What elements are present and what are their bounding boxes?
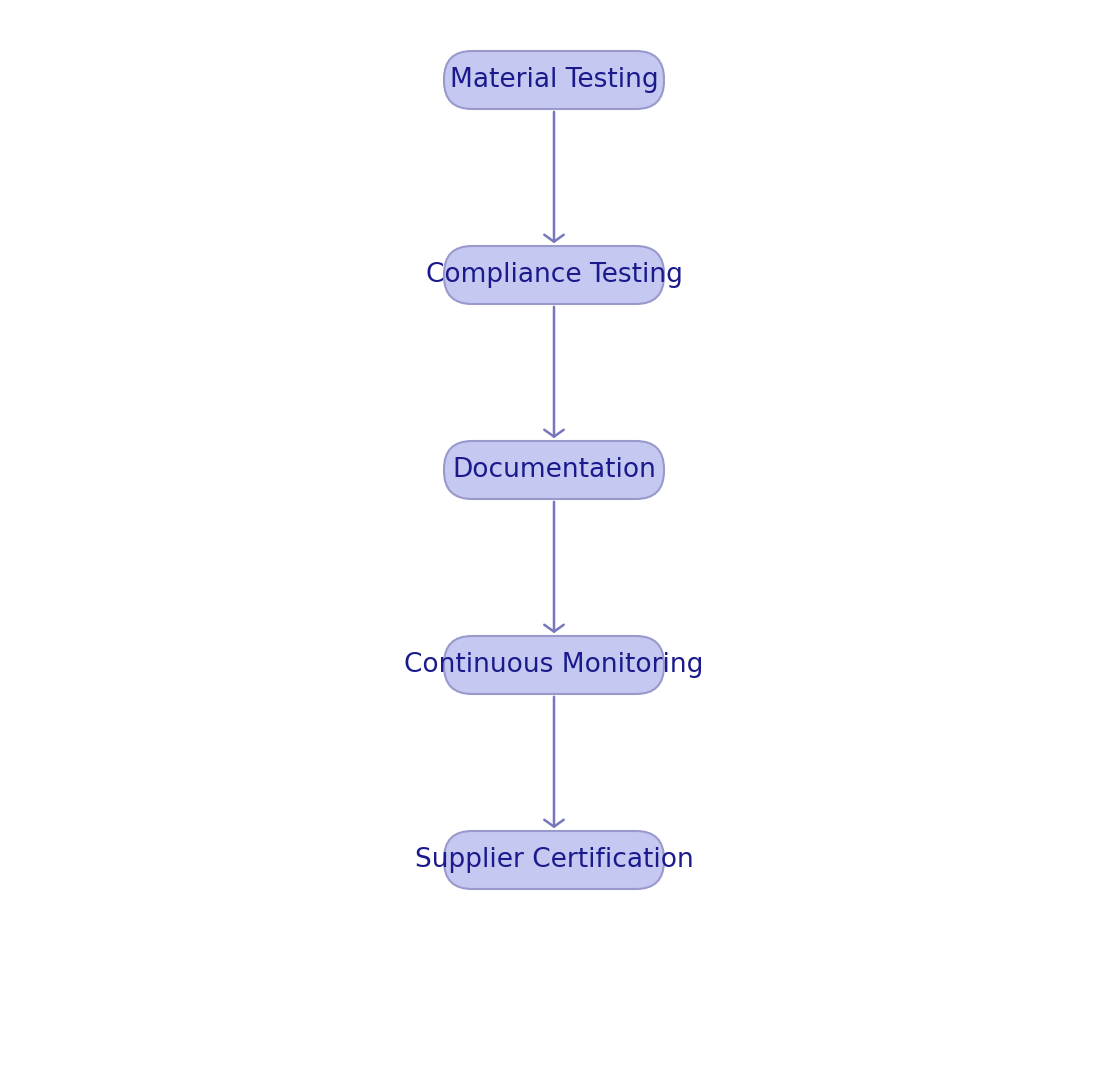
Text: Supplier Certification: Supplier Certification — [414, 847, 693, 873]
FancyBboxPatch shape — [444, 51, 664, 109]
FancyBboxPatch shape — [444, 441, 664, 499]
Text: Compliance Testing: Compliance Testing — [426, 262, 682, 288]
FancyBboxPatch shape — [444, 831, 664, 889]
FancyBboxPatch shape — [444, 636, 664, 694]
Text: Continuous Monitoring: Continuous Monitoring — [404, 652, 703, 678]
Text: Material Testing: Material Testing — [450, 67, 659, 93]
Text: Documentation: Documentation — [452, 457, 656, 483]
FancyBboxPatch shape — [444, 246, 664, 304]
